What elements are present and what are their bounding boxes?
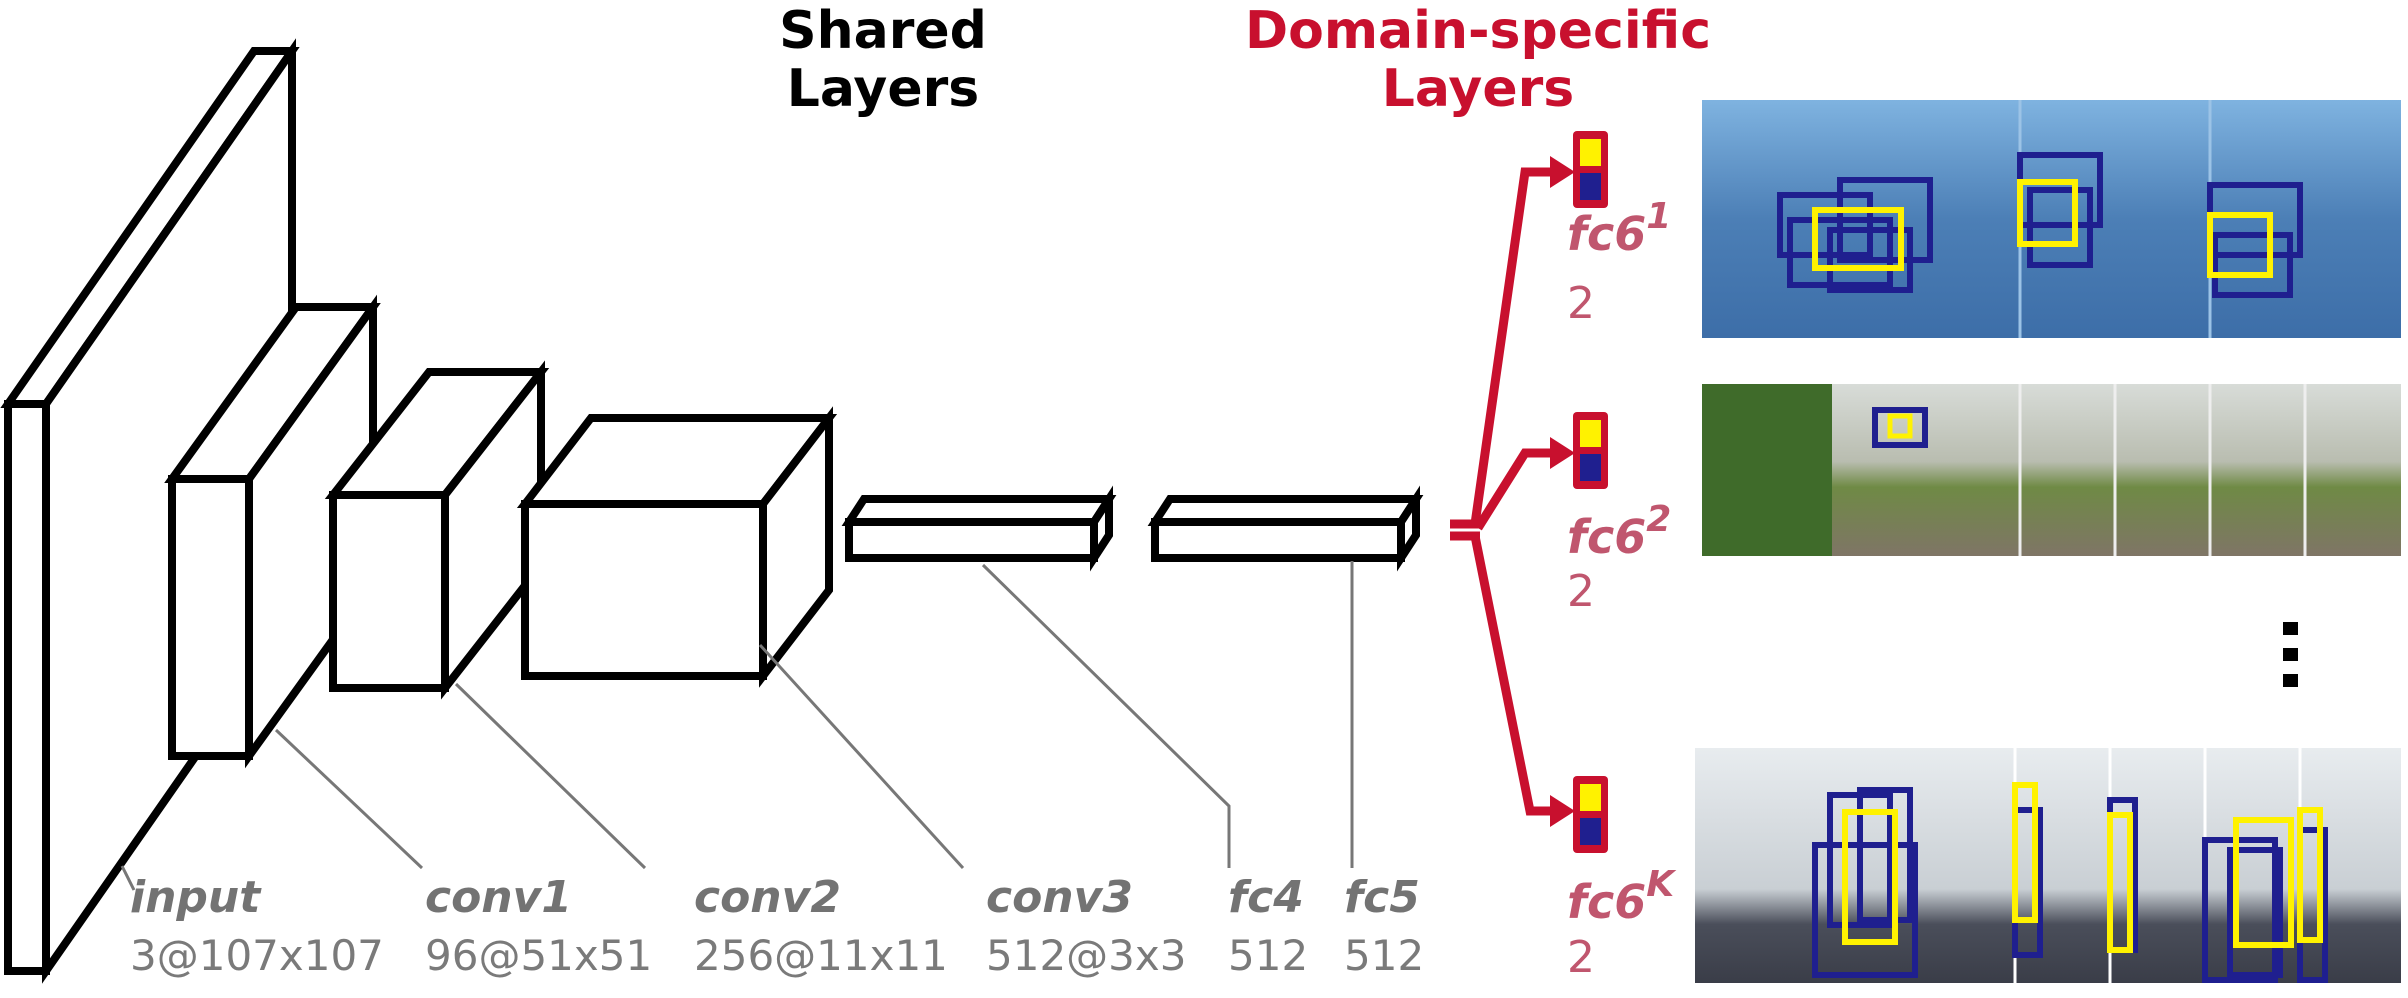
branch-arrow-2 (1474, 448, 1555, 531)
sample-frames-2 (1702, 384, 2401, 556)
conv1-front-face (168, 475, 253, 760)
conv3-front-face (521, 500, 767, 680)
block-fc4 (841, 485, 1117, 572)
ellipsis-dots (2283, 622, 2298, 687)
trees (1702, 384, 1832, 556)
fc6-name: fc6 (1567, 510, 1646, 564)
layer-dims-fc4: 512 (1228, 931, 1308, 980)
fc4-front-face (845, 518, 1098, 562)
layer-name-conv1: conv1 (425, 872, 572, 923)
negative-unit (1580, 173, 1601, 200)
leader-line-conv1 (274, 728, 424, 870)
fc6-label-k: fc6K (1567, 864, 1677, 929)
fc6-name: fc6 (1567, 207, 1646, 261)
layer-dims-conv3: 512@3x3 (986, 931, 1186, 980)
layer-name-fc5: fc5 (1344, 872, 1420, 923)
sample-frames-1 (1702, 100, 2401, 338)
branch-arrow-1 (1470, 167, 1555, 525)
positive-sample-boxes (1812, 179, 2273, 278)
positive-sample-box (1887, 413, 1913, 439)
arrowhead-2 (1550, 437, 1575, 469)
layer-dims-conv2: 256@11x11 (694, 931, 948, 980)
shared-layers-title-line1: Shared (779, 1, 987, 61)
leader-line-input (120, 865, 136, 891)
fc6-name: fc6 (1567, 875, 1646, 929)
fc6-branch-k: fc6K 2 (1567, 776, 1677, 983)
fc6-size-k: 2 (1567, 932, 1595, 983)
conv2-front-face (329, 491, 449, 692)
layer-blocks (0, 38, 1424, 984)
arrowhead-k (1550, 795, 1575, 827)
negative-unit (1580, 454, 1601, 481)
domain-branches: fc61 2 fc62 2 fc6K 2 (1567, 131, 1677, 983)
fc6-domain-index: 2 (1646, 499, 1671, 540)
layer-labels: input 3@107x107 conv1 96@51x51 conv2 256… (130, 872, 1424, 980)
fc5-front-face (1151, 518, 1405, 562)
branch-arrow-k (1470, 535, 1555, 816)
leader-line-fc4 (981, 563, 1231, 868)
negative-sample-box (1872, 407, 1928, 448)
layer-dims-conv1: 96@51x51 (425, 931, 652, 980)
arrowhead-1 (1550, 156, 1575, 188)
input-front-face (4, 400, 50, 975)
shared-layers-title-line2: Layers (787, 59, 979, 119)
fc6-size-1: 2 (1567, 278, 1595, 329)
positive-unit (1580, 784, 1601, 811)
fc6-domain-index: 1 (1646, 196, 1671, 237)
block-fc5 (1147, 485, 1424, 572)
layer-name-fc4: fc4 (1228, 872, 1304, 923)
domain-layers-title-line1: Domain-specific (1245, 1, 1711, 61)
layer-name-conv3: conv3 (986, 872, 1133, 923)
leader-line-conv3 (758, 643, 965, 870)
layer-dims-input: 3@107x107 (130, 931, 384, 980)
leader-lines (120, 561, 1354, 891)
block-conv2 (324, 360, 550, 700)
positive-sample-boxes (1842, 782, 2323, 953)
layer-name-input: input (130, 872, 262, 923)
positive-unit (1580, 139, 1601, 166)
negative-unit (1580, 818, 1601, 845)
layer-name-conv2: conv2 (694, 872, 841, 923)
fc6-label-1: fc61 (1567, 196, 1671, 261)
branch-arrows (1450, 156, 1575, 827)
negative-sample-boxes (1777, 152, 2303, 298)
block-conv3 (516, 406, 838, 688)
frame-strip-hallway (1695, 748, 2401, 983)
leader-line-conv2 (454, 682, 647, 870)
fc6-label-2: fc62 (1567, 499, 1671, 564)
fc6-branch-1: fc61 2 (1567, 131, 1671, 329)
fc6-branch-2: fc62 2 (1567, 412, 1671, 617)
sample-frames-k (1695, 748, 2401, 983)
fc6-size-2: 2 (1567, 566, 1595, 617)
domain-layers-title-line2: Layers (1382, 59, 1574, 119)
layer-dims-fc5: 512 (1344, 931, 1424, 980)
fc6-domain-index: K (1646, 864, 1677, 905)
positive-unit (1580, 420, 1601, 447)
